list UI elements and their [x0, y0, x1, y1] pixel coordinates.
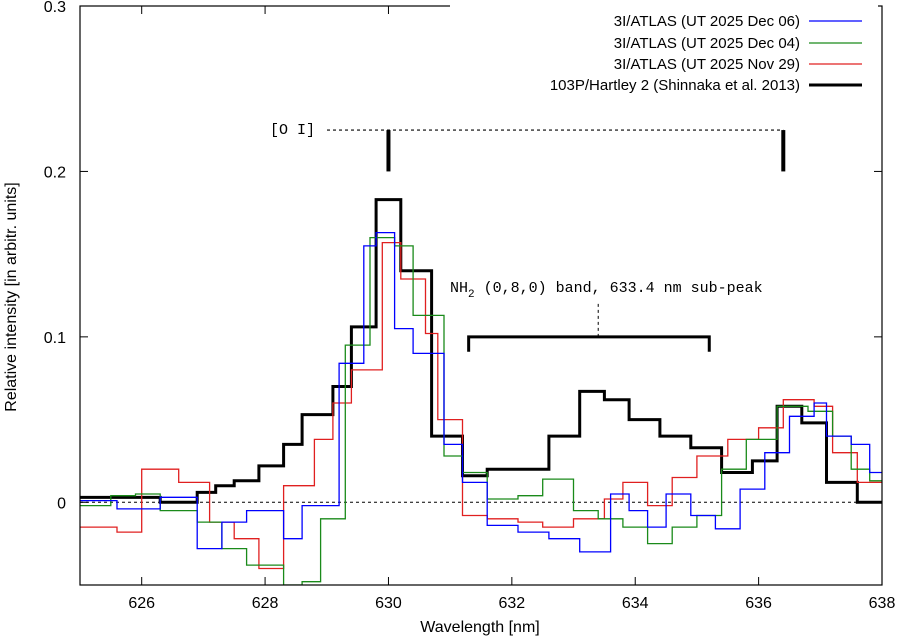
legend-entry-label: 3I/ATLAS (UT 2025 Dec 04) [614, 35, 800, 52]
legend-entry-label: 103P/Hartley 2 (Shinnaka et al. 2013) [550, 77, 800, 94]
y-axis-title: Relative intensity [in arbitr. units] [3, 182, 20, 411]
x-ticks: 626 628 630 632 634 636 638 [128, 6, 895, 612]
annotations [327, 129, 786, 352]
x-tick-label: 636 [745, 595, 772, 612]
legend: 3I/ATLAS (UT 2025 Dec 06) 3I/ATLAS (UT 2… [450, 5, 878, 99]
x-axis-title: Wavelength [nm] [420, 619, 539, 636]
legend-entry-label: 3I/ATLAS (UT 2025 Nov 29) [614, 56, 800, 73]
x-tick-label: 632 [498, 595, 525, 612]
nh2-label: NH2 (0,8,0) band, 633.4 nm sub-peak [450, 280, 763, 301]
series-line-3 [80, 198, 882, 504]
x-tick-label: 634 [622, 595, 649, 612]
oi-label: [O I] [270, 122, 315, 139]
nh2-bracket [467, 335, 711, 352]
nh2-label-rest: (0,8,0) band, 633.4 nm sub-peak [475, 280, 763, 297]
series-line-0 [80, 231, 882, 553]
legend-entry-label: 3I/ATLAS (UT 2025 Dec 06) [614, 13, 800, 30]
legend-background [450, 5, 878, 99]
series-lines [80, 198, 882, 585]
legend-swatches [809, 20, 862, 87]
x-tick-label: 630 [375, 595, 402, 612]
y-tick-label: 0.3 [44, 0, 66, 16]
x-tick-label: 628 [252, 595, 279, 612]
nh2-label-main: NH [450, 280, 468, 297]
y-tick-label: 0.1 [44, 330, 66, 347]
x-tick-label: 626 [128, 595, 155, 612]
y-ticks: 0 0.1 0.2 0.3 [44, 0, 882, 512]
y-tick-label: 0.2 [44, 164, 66, 181]
nh2-label-subscript: 2 [468, 289, 475, 301]
x-tick-label: 638 [869, 595, 896, 612]
y-tick-label: 0 [57, 495, 66, 512]
